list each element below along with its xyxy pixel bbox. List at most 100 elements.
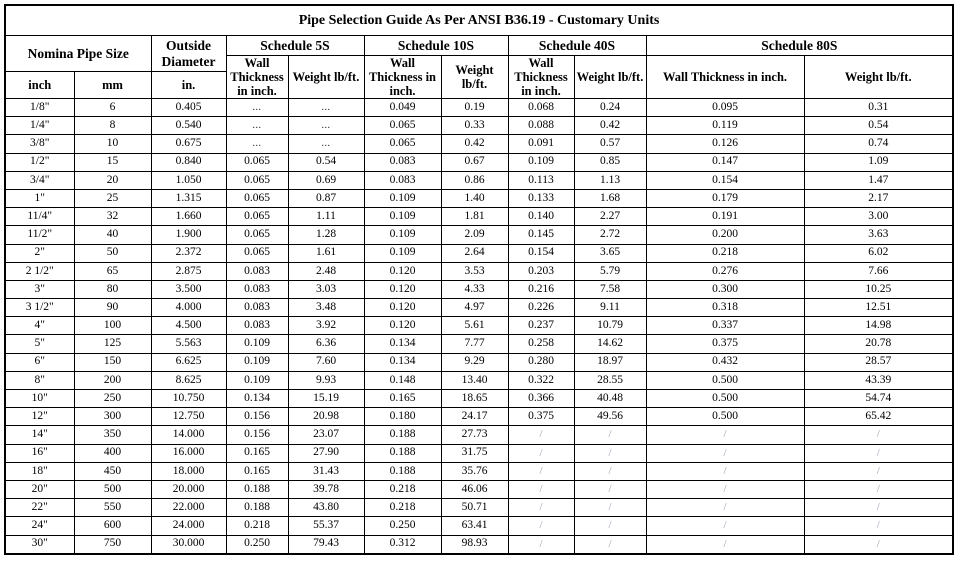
cell: 1.900 (150, 225, 227, 245)
cell: 0.088 (507, 116, 575, 136)
cell: 18.65 (440, 388, 509, 409)
cell: 150 (73, 352, 152, 372)
cell: 0.179 (645, 188, 805, 209)
col-header-schedule-80s: Schedule 80S (645, 35, 954, 56)
cell: 6.625 (150, 352, 227, 372)
cell: 4.000 (150, 298, 227, 318)
cell: / (507, 461, 575, 481)
cell: 0.148 (363, 370, 442, 391)
cell: 0.165 (225, 443, 289, 463)
cell: 100 (73, 316, 152, 336)
cell: 0.250 (363, 516, 442, 536)
cell: 18.97 (573, 352, 647, 372)
cell: 10.25 (803, 279, 954, 300)
cell: 0.134 (225, 388, 289, 409)
cell: 400 (73, 443, 152, 463)
cell: / (573, 516, 647, 536)
cell: 24.17 (440, 407, 509, 427)
table-row: 6" 150 6.625 0.109 7.60 0.134 9.29 0.280 18.97 0.… (4, 352, 954, 372)
cell: / (573, 425, 647, 445)
cell: 10.79 (573, 316, 647, 336)
cell: 6.02 (803, 243, 954, 263)
cell: 0.109 (225, 334, 289, 354)
table-row: 11/4" 32 1.660 0.065 1.11 0.109 1.81 0.140 2.27 0… (4, 207, 954, 227)
cell: 13.40 (440, 370, 509, 391)
cell: 0.065 (225, 188, 289, 209)
cell: 500 (73, 479, 152, 500)
cell: 3.500 (150, 279, 227, 300)
cell: 0.109 (363, 243, 442, 263)
cell: 0.218 (225, 516, 289, 536)
cell: 15 (73, 152, 152, 172)
cell: 80 (73, 279, 152, 300)
table-row: 1/2" 15 0.840 0.065 0.54 0.083 0.67 0.109 0.85 0.… (4, 152, 954, 172)
cell: 0.218 (363, 479, 442, 500)
cell: 0.165 (225, 461, 289, 481)
cell: 25 (73, 188, 152, 209)
cell: 15.19 (287, 388, 365, 409)
cell: 0.188 (225, 498, 289, 518)
col-header-od-unit: in. (150, 71, 227, 99)
cell: 7.60 (287, 352, 365, 372)
cell: 0.083 (225, 279, 289, 300)
cell: 0.065 (225, 152, 289, 172)
table-row: 11/2" 40 1.900 0.065 1.28 0.109 2.09 0.145 2.72 0… (4, 225, 954, 245)
cell: 0.049 (363, 97, 442, 118)
cell: 0.540 (150, 116, 227, 136)
cell: 7.58 (573, 279, 647, 300)
cell: 1.13 (573, 170, 647, 190)
cell: 0.322 (507, 370, 575, 391)
cell: 0.126 (645, 134, 805, 154)
col-header-schedule-10s: Schedule 10S (363, 35, 509, 56)
cell: 65 (73, 261, 152, 281)
cell: 0.065 (363, 134, 442, 154)
cell: 0.218 (363, 498, 442, 518)
cell: 0.156 (225, 425, 289, 445)
cell: / (645, 443, 805, 463)
cell: 2.27 (573, 207, 647, 227)
cell: ... (225, 134, 289, 154)
cell: 22.000 (150, 498, 227, 518)
table-row: 1/4" 8 0.540...... 0.065 0.33 0.088 0.42 0.119 0… (4, 116, 954, 136)
table-row: 8" 200 8.625 0.109 9.93 0.148 13.40 0.322 28.55 0… (4, 370, 954, 391)
cell: 125 (73, 334, 152, 354)
cell: 98.93 (440, 534, 509, 555)
cell: 0.119 (645, 116, 805, 136)
cell: 6 (73, 97, 152, 118)
cell: 0.188 (363, 443, 442, 463)
cell: 2.09 (440, 225, 509, 245)
cell: 0.226 (507, 298, 575, 318)
cell: 3.53 (440, 261, 509, 281)
col-header-80s-wall-thickness: Wall Thickness in inch. (645, 55, 805, 99)
cell: 0.675 (150, 134, 227, 154)
cell: 1.81 (440, 207, 509, 227)
cell: 0.140 (507, 207, 575, 227)
cell: ... (225, 116, 289, 136)
cell: / (507, 443, 575, 463)
cell: 0.083 (225, 316, 289, 336)
col-header-schedule-40s: Schedule 40S (507, 35, 647, 56)
cell: 1.61 (287, 243, 365, 263)
cell: 11/2" (4, 225, 75, 245)
cell: 20.78 (803, 334, 954, 354)
cell: 49.56 (573, 407, 647, 427)
col-header-outside-diameter: Outside Diameter (150, 35, 227, 72)
cell: 28.57 (803, 352, 954, 372)
cell: 0.69 (287, 170, 365, 190)
cell: / (507, 425, 575, 445)
cell: / (645, 461, 805, 481)
cell: 54.74 (803, 388, 954, 409)
cell: 24" (4, 516, 75, 536)
cell: 5" (4, 334, 75, 354)
cell: 0.134 (363, 334, 442, 354)
cell: 0.840 (150, 152, 227, 172)
cell: 7.77 (440, 334, 509, 354)
col-header-size-mm: mm (73, 71, 152, 99)
cell: 23.07 (287, 425, 365, 445)
cell: 2.17 (803, 188, 954, 209)
col-header-schedule-5s: Schedule 5S (225, 35, 365, 56)
cell: 27.90 (287, 443, 365, 463)
cell: 10.750 (150, 388, 227, 409)
cell: 0.095 (645, 97, 805, 118)
cell: 10 (73, 134, 152, 154)
